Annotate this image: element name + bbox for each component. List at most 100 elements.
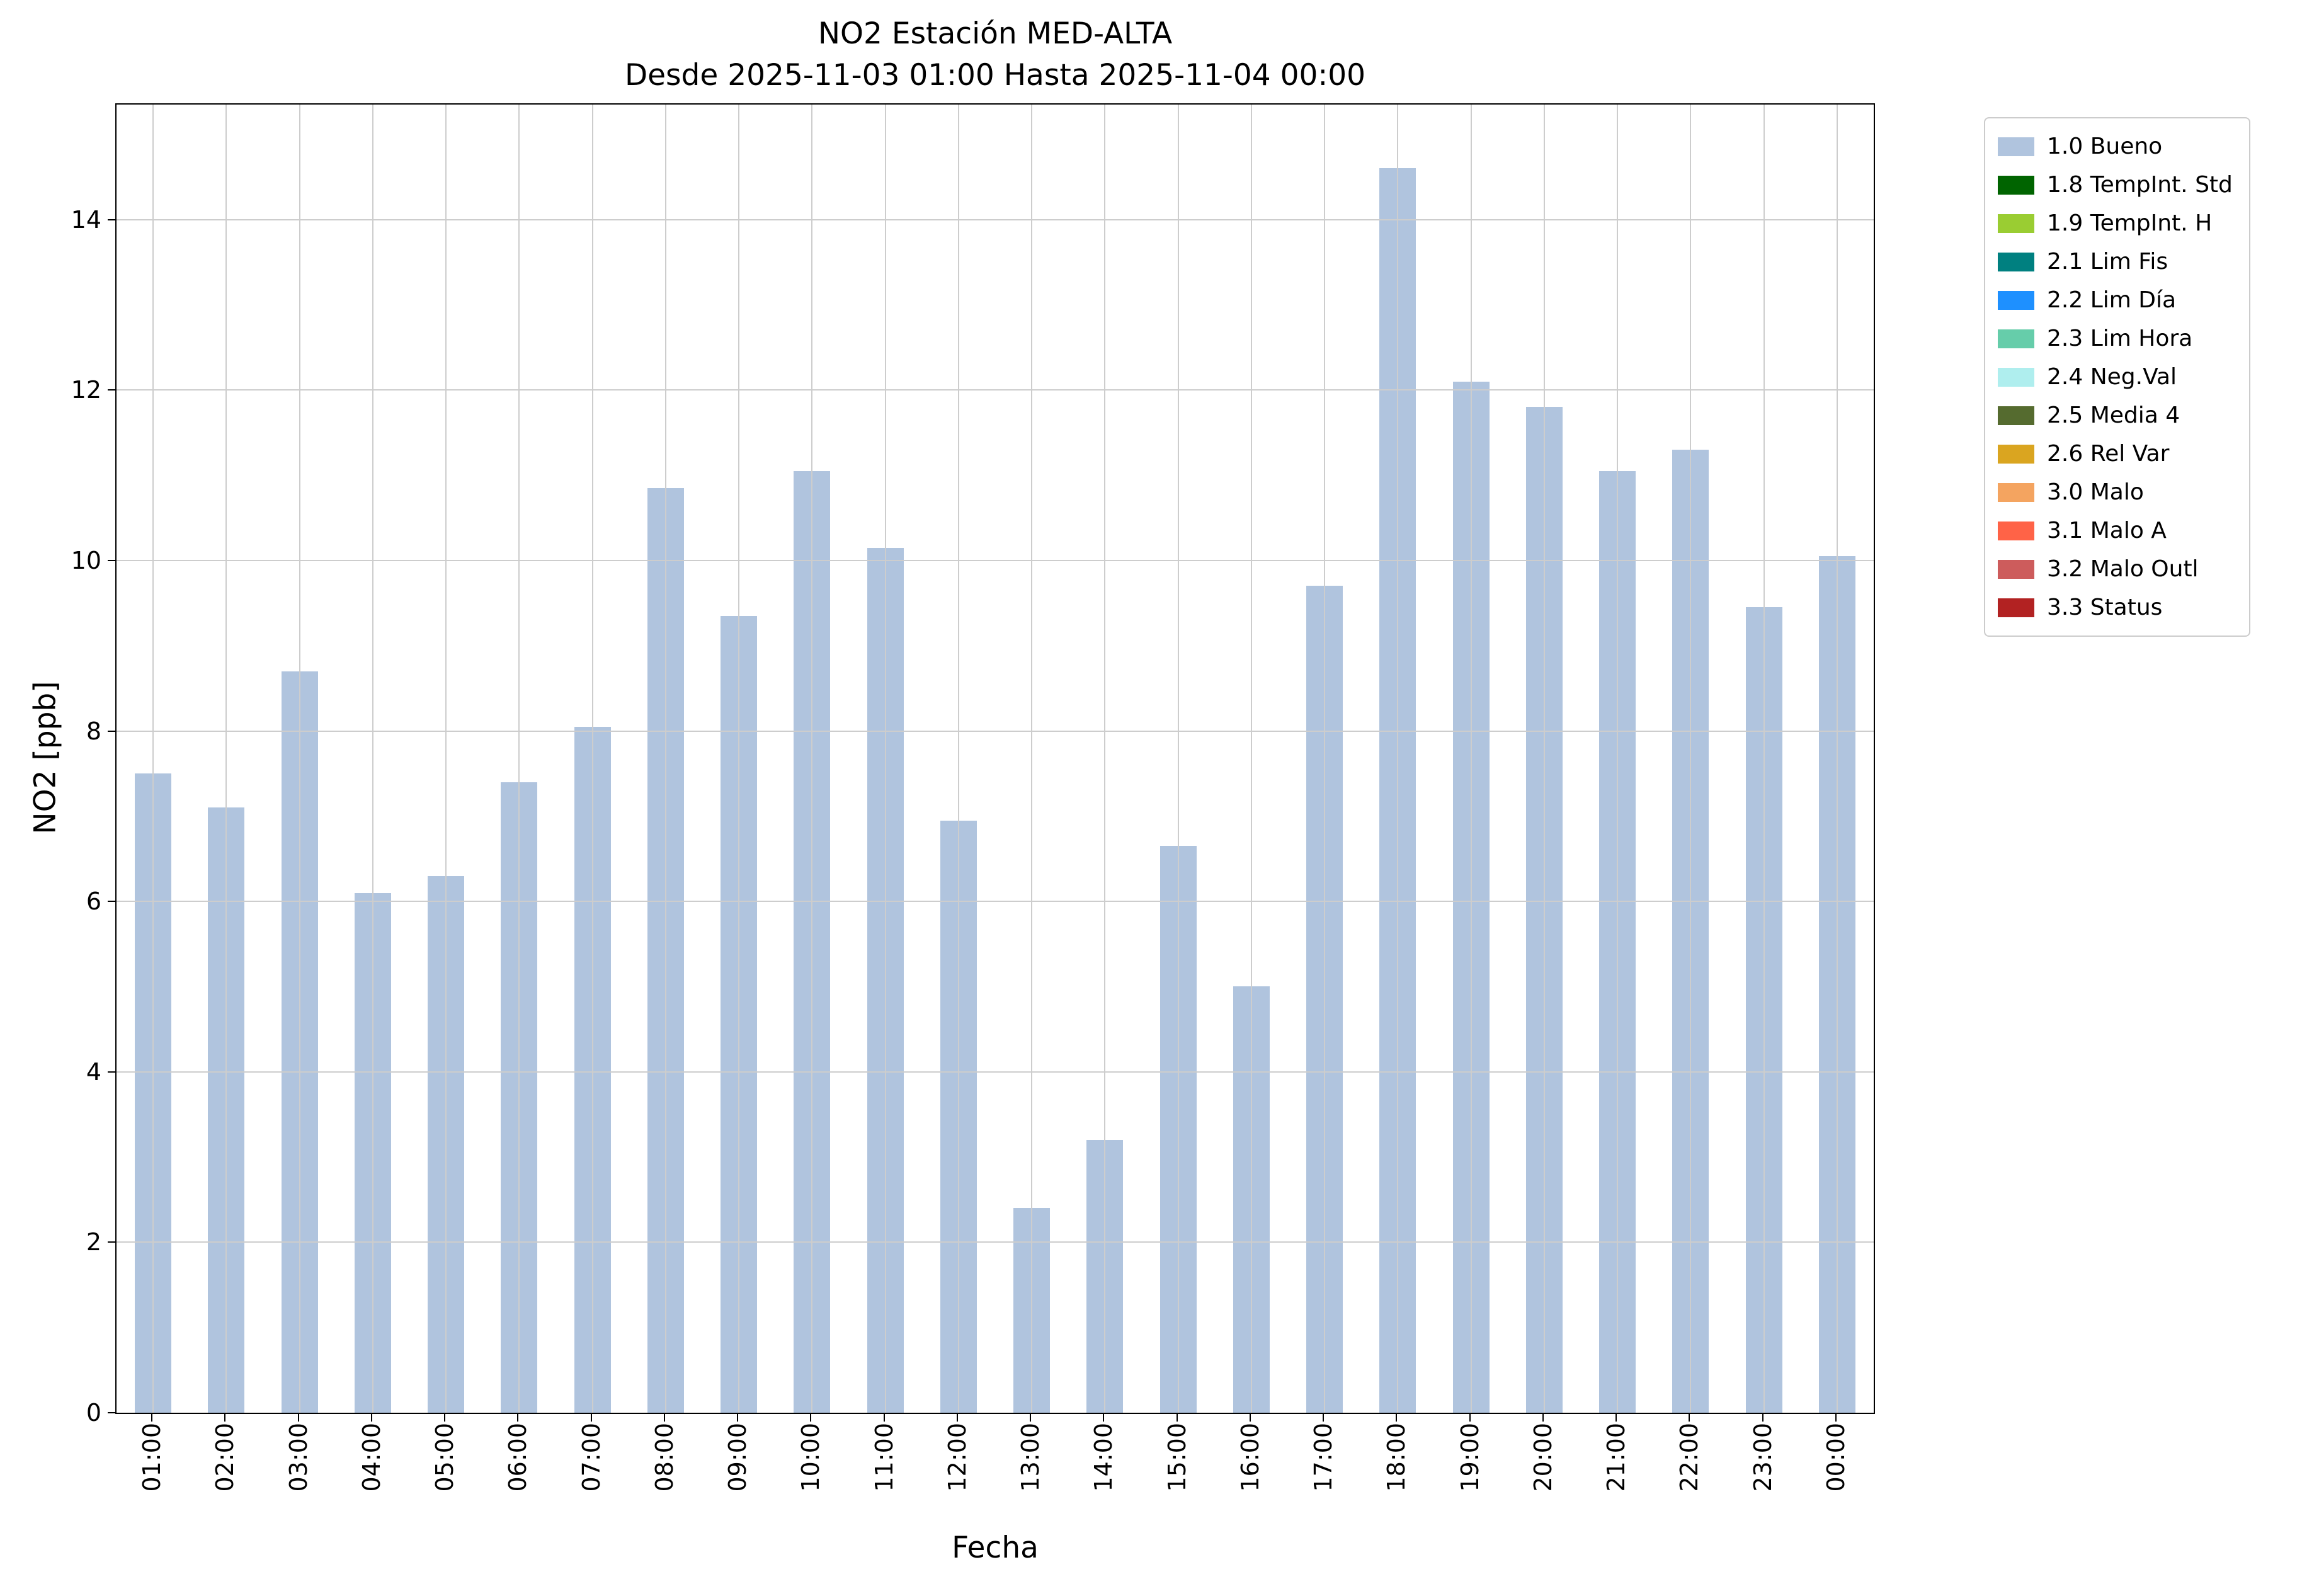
gridline-vertical [1251, 105, 1252, 1413]
x-tick-mark [664, 1414, 665, 1422]
y-tick-label: 2 [86, 1228, 101, 1256]
legend-item-label: 2.6 Rel Var [2047, 441, 2170, 467]
x-tick-label: 08:00 [651, 1423, 678, 1492]
y-tick-mark [108, 731, 115, 732]
legend-item-9: 2.6 Rel Var [1998, 435, 2233, 473]
chart-subtitle: Desde 2025-11-03 01:00 Hasta 2025-11-04 … [624, 58, 1366, 93]
y-tick-mark [108, 560, 115, 561]
legend-item-4: 2.1 Lim Fis [1998, 242, 2233, 281]
legend-item-label: 2.3 Lim Hora [2047, 326, 2193, 351]
legend-swatch [1998, 444, 2034, 464]
y-tick-label: 8 [86, 717, 101, 745]
gridline-vertical [665, 105, 666, 1413]
legend-item-label: 2.1 Lim Fis [2047, 249, 2168, 275]
x-tick-label: 15:00 [1163, 1423, 1191, 1492]
gridline-vertical [1837, 105, 1838, 1413]
x-tick-label: 06:00 [504, 1423, 532, 1492]
gridline-vertical [1763, 105, 1765, 1413]
gridline-vertical [372, 105, 373, 1413]
legend-swatch [1998, 214, 2034, 233]
x-tick-mark [1689, 1414, 1690, 1422]
legend-swatch [1998, 290, 2034, 310]
y-axis-label: NO2 [ppb] [28, 681, 63, 835]
gridline-vertical [811, 105, 812, 1413]
legend-swatch [1998, 175, 2034, 195]
x-tick-label: 23:00 [1749, 1423, 1777, 1492]
gridline-vertical [1031, 105, 1032, 1413]
x-tick-mark [1103, 1414, 1104, 1422]
y-tick-mark [108, 1412, 115, 1413]
y-tick-mark [108, 1241, 115, 1243]
x-tick-label: 17:00 [1309, 1423, 1337, 1492]
gridline-vertical [738, 105, 739, 1413]
x-tick-label: 01:00 [138, 1423, 166, 1492]
gridline-vertical [1178, 105, 1179, 1413]
gridline-horizontal [117, 219, 1874, 220]
legend-swatch [1998, 367, 2034, 387]
x-tick-mark [1762, 1414, 1763, 1422]
gridline-horizontal [117, 901, 1874, 902]
legend-item-label: 2.5 Media 4 [2047, 402, 2180, 428]
y-tick-mark [108, 901, 115, 902]
gridline-vertical [1471, 105, 1472, 1413]
gridline-vertical [225, 105, 227, 1413]
legend-swatch [1998, 329, 2034, 348]
legend-item-12: 3.2 Malo Outl [1998, 550, 2233, 588]
x-tick-mark [1250, 1414, 1251, 1422]
x-tick-mark [1469, 1414, 1471, 1422]
legend-swatch [1998, 252, 2034, 271]
x-tick-label: 03:00 [285, 1423, 312, 1492]
x-tick-label: 14:00 [1090, 1423, 1117, 1492]
x-tick-mark [151, 1414, 152, 1422]
legend-item-label: 3.1 Malo A [2047, 518, 2167, 544]
legend-item-label: 1.9 TempInt. H [2047, 210, 2213, 236]
y-tick-mark [108, 219, 115, 220]
gridline-horizontal [117, 1241, 1874, 1243]
x-tick-label: 05:00 [431, 1423, 459, 1492]
y-tick-mark [108, 389, 115, 390]
legend-swatch [1998, 521, 2034, 540]
x-tick-label: 02:00 [211, 1423, 239, 1492]
x-tick-mark [298, 1414, 299, 1422]
y-tick-label: 0 [86, 1399, 101, 1427]
legend-item-5: 2.2 Lim Día [1998, 281, 2233, 319]
gridline-vertical [885, 105, 886, 1413]
x-tick-label: 09:00 [724, 1423, 751, 1492]
gridline-horizontal [117, 560, 1874, 561]
x-tick-mark [1030, 1414, 1031, 1422]
legend: 1.0 Bueno 1.8 TempInt. Std 1.9 TempInt. H 2… [1984, 117, 2250, 637]
gridline-vertical [299, 105, 300, 1413]
x-tick-mark [591, 1414, 592, 1422]
y-tick-label: 12 [71, 376, 101, 404]
legend-swatch [1998, 559, 2034, 579]
legend-item-label: 3.0 Malo [2047, 479, 2144, 505]
x-tick-label: 22:00 [1675, 1423, 1703, 1492]
x-tick-mark [1835, 1414, 1837, 1422]
plot-area [115, 103, 1875, 1414]
legend-item-10: 3.0 Malo [1998, 473, 2233, 511]
gridline-horizontal [117, 1071, 1874, 1073]
legend-swatch [1998, 598, 2034, 617]
x-tick-label: 07:00 [578, 1423, 605, 1492]
gridline-horizontal [117, 731, 1874, 732]
x-tick-label: 20:00 [1529, 1423, 1557, 1492]
x-tick-mark [1177, 1414, 1178, 1422]
legend-swatch [1998, 406, 2034, 425]
y-tick-label: 14 [71, 206, 101, 234]
legend-swatch [1998, 137, 2034, 156]
x-tick-mark [884, 1414, 885, 1422]
legend-item-11: 3.1 Malo A [1998, 511, 2233, 550]
gridline-vertical [592, 105, 593, 1413]
legend-swatch [1998, 482, 2034, 502]
y-tick-label: 10 [71, 547, 101, 574]
legend-item-6: 2.3 Lim Hora [1998, 319, 2233, 358]
x-tick-mark [1323, 1414, 1324, 1422]
gridline-vertical [1104, 105, 1105, 1413]
legend-item-13: 3.3 Status [1998, 588, 2233, 627]
x-tick-mark [371, 1414, 372, 1422]
y-tick-label: 4 [86, 1058, 101, 1086]
x-tick-mark [517, 1414, 518, 1422]
chart-title: NO2 Estación MED-ALTA [818, 16, 1173, 51]
x-tick-mark [1396, 1414, 1397, 1422]
